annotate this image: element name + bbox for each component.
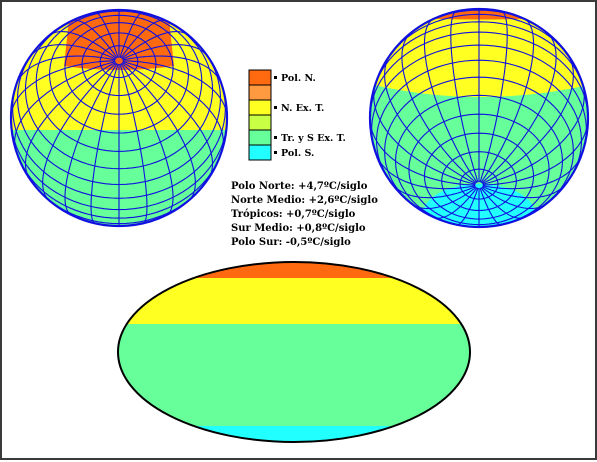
meridian-line xyxy=(122,60,227,119)
meridian-line xyxy=(11,60,116,117)
parallel-line xyxy=(371,44,587,145)
meridian-line xyxy=(391,182,476,199)
meridian-line xyxy=(29,44,116,60)
meridian-line xyxy=(120,19,166,59)
parallel-line xyxy=(17,49,221,186)
stat-polo-sur: Polo Sur: -0,5ºC/siglo xyxy=(231,237,351,248)
map-band-pole-south xyxy=(118,426,470,442)
stat-polo-norte: Polo Norte: +4,7ºC/siglo xyxy=(231,181,368,192)
warming-stats: Polo Norte: +4,7ºC/siglo Norte Medio: +2… xyxy=(231,181,378,248)
legend-label: N. Ex. T. xyxy=(281,103,324,114)
meridian-line xyxy=(120,63,174,216)
parallel-line xyxy=(370,31,588,116)
map-outline xyxy=(117,261,471,443)
meridian-line xyxy=(119,63,148,224)
meridian-line xyxy=(482,182,567,199)
legend-swatch xyxy=(248,129,272,146)
meridian-line xyxy=(479,10,508,183)
meridian-line xyxy=(482,54,574,185)
meridian-line xyxy=(481,186,547,210)
left-globe-outline xyxy=(9,8,229,228)
meridian-line xyxy=(122,61,224,150)
parallel-line xyxy=(11,121,227,211)
map-band-tropics xyxy=(118,324,470,426)
legend-swatch xyxy=(248,114,272,131)
meridian-line xyxy=(480,18,535,183)
stat-sur-medio: Sur Medio: +0,8ºC/siglo xyxy=(231,223,366,234)
meridian-line xyxy=(479,187,502,226)
legend-label: Pol. N. xyxy=(281,73,316,84)
meridian-line xyxy=(411,186,477,210)
meridian-line xyxy=(122,44,209,60)
meridian-line xyxy=(401,32,477,184)
globe-south-view xyxy=(368,7,590,229)
meridian-line xyxy=(14,61,116,150)
meridian-line xyxy=(423,18,478,183)
meridian-line xyxy=(450,10,479,183)
meridian-line xyxy=(15,55,116,85)
meridian-line xyxy=(480,187,524,219)
meridian-line xyxy=(119,12,143,58)
meridian-line xyxy=(121,62,196,200)
meridian-line xyxy=(456,187,479,226)
stat-norte-medio: Norte Medio: +2,6ºC/siglo xyxy=(231,195,378,206)
meridian-line xyxy=(122,61,214,179)
legend-bullet xyxy=(274,76,277,79)
globe-north-view xyxy=(9,8,229,228)
parallel-line xyxy=(12,86,226,199)
meridian-line xyxy=(482,153,583,190)
meridian-line xyxy=(375,153,476,190)
meridian-line xyxy=(42,62,117,200)
meridian-line xyxy=(373,84,476,185)
right-globe-outline xyxy=(368,7,590,229)
meridian-line xyxy=(72,19,118,59)
stat-tropicos: Trópicos: +0,7ºC/siglo xyxy=(231,209,356,220)
parallel-line xyxy=(376,59,582,177)
legend-label: Pol. S. xyxy=(281,148,314,159)
meridian-line xyxy=(48,31,117,59)
meridian-line xyxy=(122,55,223,85)
legend-bullet xyxy=(274,136,277,139)
legend-swatch xyxy=(248,144,272,161)
map-band-north-ext xyxy=(118,278,470,324)
meridian-line xyxy=(481,32,557,184)
meridian-line xyxy=(434,187,478,219)
legend-bullet xyxy=(274,106,277,109)
color-legend: Pol. N. N. Ex. T. Tr. y S Ex. T. Pol. S. xyxy=(248,69,346,161)
meridian-line xyxy=(121,31,190,59)
legend-label: Tr. y S Ex. T. xyxy=(281,133,346,144)
parallel-line xyxy=(384,76,574,206)
legend-swatch xyxy=(248,84,272,101)
legend-bullet xyxy=(274,151,277,154)
meridian-line xyxy=(384,54,476,185)
legend-swatch xyxy=(248,99,272,116)
meridian-line xyxy=(482,84,585,185)
world-map-ellipse xyxy=(117,261,471,443)
meridian-line xyxy=(95,12,119,58)
meridian-line xyxy=(64,63,118,216)
meridian-line xyxy=(370,120,476,186)
meridian-line xyxy=(482,117,588,186)
meridian-line xyxy=(24,61,116,179)
meridian-line xyxy=(90,63,119,224)
legend-swatch xyxy=(248,69,272,86)
